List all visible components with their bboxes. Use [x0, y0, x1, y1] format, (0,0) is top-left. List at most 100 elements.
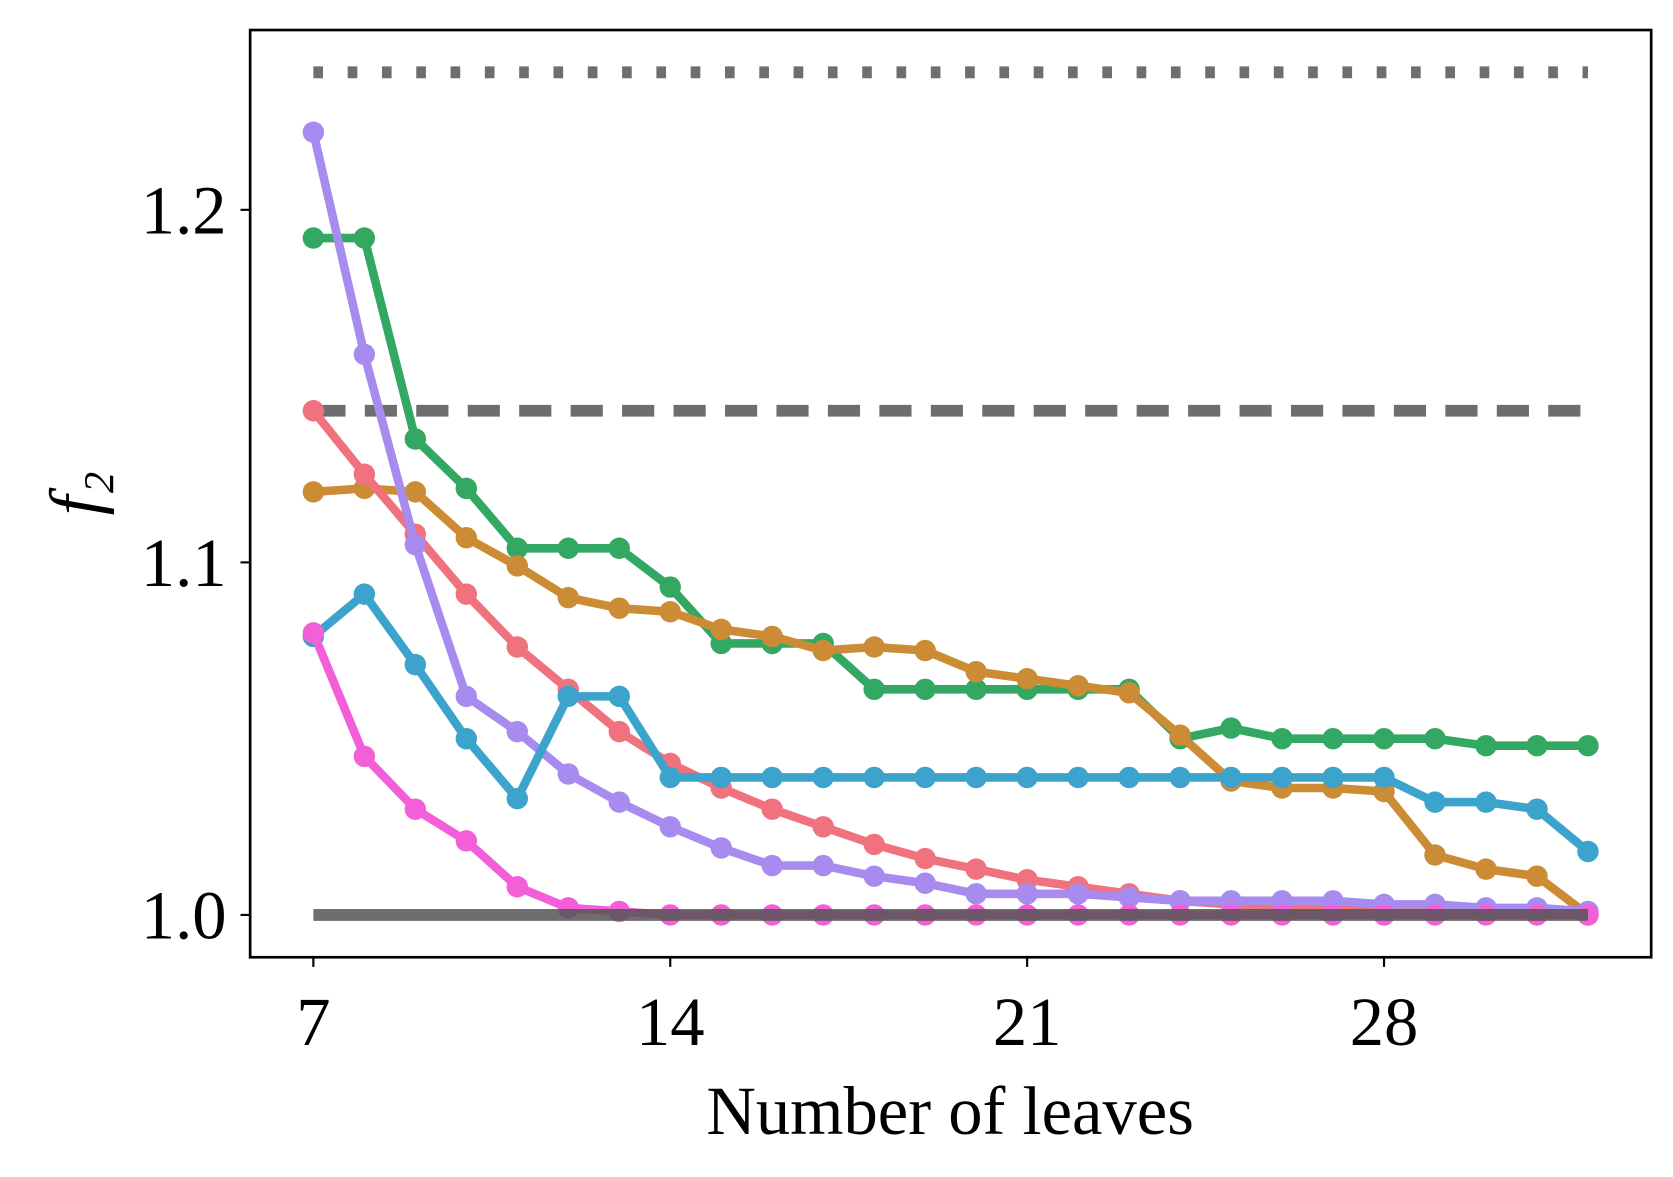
series-marker [1118, 886, 1140, 909]
series-marker [455, 685, 478, 708]
y-tick-label: 1.0 [141, 878, 227, 954]
series-marker [965, 766, 987, 789]
series-marker [1424, 791, 1446, 813]
series-marker [1220, 717, 1242, 739]
series-marker [1373, 727, 1395, 750]
series-marker [1526, 734, 1548, 757]
series-marker [608, 791, 630, 813]
series-marker [1373, 766, 1395, 789]
series-marker [710, 837, 732, 859]
series-marker [608, 685, 630, 708]
series-marker [557, 537, 580, 559]
series-marker [608, 720, 630, 743]
series-marker [863, 678, 885, 701]
series-marker [914, 766, 936, 789]
series-marker [608, 597, 630, 619]
series-marker [1475, 734, 1497, 757]
series-marker [812, 766, 834, 789]
series-marker [812, 854, 834, 877]
series-marker [812, 816, 834, 838]
series-marker [506, 636, 529, 658]
series-marker [914, 639, 936, 662]
y-tick-label: 1.2 [141, 172, 227, 248]
series-marker [1271, 727, 1293, 750]
series-marker [1016, 883, 1038, 905]
series-marker [761, 854, 783, 877]
x-tick-label: 7 [296, 984, 330, 1060]
series-marker [1424, 727, 1446, 750]
series-line [313, 233, 1588, 751]
series-marker [914, 872, 936, 894]
series-marker [1016, 668, 1038, 690]
series-marker [1016, 766, 1038, 789]
series-marker [863, 766, 885, 789]
series-marker [302, 227, 325, 249]
series-marker [812, 639, 834, 662]
series-marker [455, 830, 478, 852]
series-marker [1271, 766, 1293, 789]
series-line [313, 484, 1591, 919]
series-marker [965, 858, 987, 880]
series-marker [1475, 858, 1497, 880]
x-tick-label: 28 [1350, 984, 1419, 1060]
series-marker [302, 121, 325, 143]
series-marker [863, 636, 885, 658]
series-marker [353, 343, 376, 366]
x-tick-label: 21 [993, 984, 1062, 1060]
series-marker [914, 678, 936, 701]
series-marker [353, 745, 376, 768]
series-marker [1577, 840, 1599, 863]
series-marker [965, 883, 987, 905]
series-marker [659, 601, 681, 623]
series-marker [404, 534, 427, 556]
series-marker [506, 720, 529, 743]
series-line [309, 131, 1589, 916]
y-tick-label: 1.1 [141, 525, 227, 601]
series-marker [710, 766, 732, 789]
series-marker [761, 798, 783, 820]
series-marker [1577, 734, 1599, 757]
series-marker [1475, 791, 1497, 813]
series-marker [659, 576, 681, 598]
series-marker [1322, 766, 1344, 789]
series-marker [1322, 727, 1344, 750]
series-marker [761, 766, 783, 789]
series-marker [1067, 883, 1089, 905]
series-marker [353, 583, 376, 605]
y-axis-label: f₂ [37, 471, 115, 515]
series-marker [455, 583, 478, 605]
series-marker [404, 481, 427, 503]
series-marker [506, 787, 529, 810]
series-marker [863, 833, 885, 856]
x-axis-label: Number of leaves [706, 1073, 1194, 1149]
series-marker [455, 727, 478, 750]
series-marker [1526, 798, 1548, 820]
series-marker [557, 586, 580, 609]
series-marker [1169, 766, 1191, 789]
series-marker [965, 660, 987, 683]
series-marker [557, 763, 580, 785]
series-marker [1424, 844, 1446, 866]
series-marker [1067, 766, 1089, 789]
series-marker [404, 798, 427, 820]
series-marker [302, 400, 325, 422]
series-marker [863, 865, 885, 887]
series-marker [659, 766, 681, 789]
series-marker [455, 526, 478, 549]
series-marker [710, 618, 732, 641]
series-marker [965, 678, 987, 701]
series-marker [404, 653, 427, 676]
series-marker [353, 227, 376, 249]
plot-frame [248, 28, 1653, 959]
series-marker [302, 481, 325, 503]
series-marker [914, 847, 936, 870]
series-marker [1067, 675, 1089, 697]
series-marker [659, 816, 681, 838]
x-tick-label: 14 [636, 984, 705, 1060]
series-marker [506, 537, 529, 559]
series-marker [608, 537, 630, 559]
series-marker [404, 428, 427, 450]
series-marker [1169, 724, 1191, 746]
